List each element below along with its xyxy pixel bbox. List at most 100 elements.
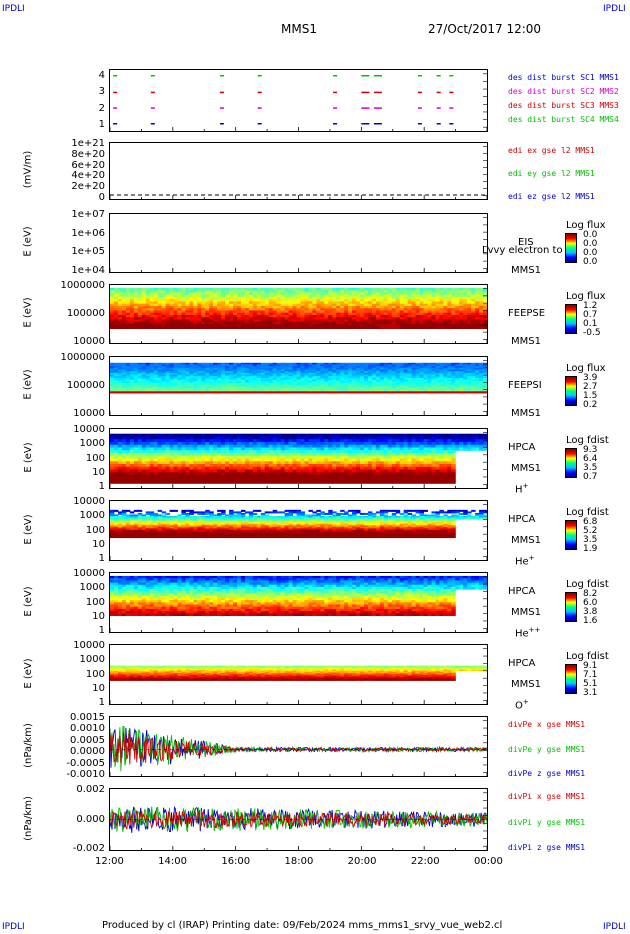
heatmap-cell [256, 381, 262, 384]
heatmap-cell [439, 305, 444, 309]
heatmap-cell [284, 319, 290, 323]
heatmap-cell [248, 464, 254, 468]
heatmap-cell [161, 296, 167, 300]
heatmap-cell [141, 294, 147, 298]
heatmap-cell [276, 314, 282, 318]
heatmap-cell [268, 362, 274, 365]
heatmap-cell [240, 381, 246, 384]
heatmap-cell [459, 389, 464, 392]
heatmap-cell [205, 477, 210, 482]
heatmap-cell [387, 391, 393, 394]
heatmap-cell [256, 303, 262, 307]
heatmap-cell [479, 371, 484, 374]
heatmap-cell [244, 387, 250, 391]
heatmap-cell [181, 299, 186, 302]
heatmap-cell [133, 292, 139, 296]
heatmap-cell [137, 299, 143, 302]
heatmap-cell [308, 447, 313, 451]
heatmap-cell [332, 433, 337, 437]
heatmap-cell [383, 444, 389, 448]
heatmap-cell [276, 310, 282, 314]
heatmap-cell [141, 367, 147, 371]
heatmap-cell [455, 308, 460, 311]
heatmap-cell [328, 301, 333, 305]
heatmap-cell [193, 439, 198, 443]
heatmap-cell [177, 381, 182, 384]
heatmap-cell [328, 319, 333, 323]
heatmap-cell [244, 480, 250, 484]
heatmap-cell [145, 458, 151, 462]
heatmap-cell [213, 312, 218, 316]
heatmap-cell [185, 436, 190, 440]
heatmap-cell [447, 310, 452, 314]
heatmap-cell [110, 433, 115, 437]
heatmap-cell [252, 447, 258, 451]
heatmap-cell [379, 308, 385, 311]
heatmap-cell [304, 323, 309, 327]
heatmap-cell [252, 452, 258, 457]
heatmap-cell [264, 323, 270, 327]
heatmap-cell [280, 303, 286, 307]
heatmap-cell [113, 299, 119, 302]
heatmap-cell [113, 317, 119, 320]
heatmap-cell [479, 369, 484, 372]
heatmap-cell [189, 387, 194, 391]
heatmap-cell [260, 466, 266, 471]
heatmap-cell [125, 452, 131, 457]
heatmap-cell [411, 382, 417, 386]
heatmap-cell [113, 367, 119, 371]
heatmap-cell [415, 317, 421, 320]
heatmap-cell [280, 301, 286, 305]
heatmap-cell [284, 477, 290, 482]
heatmap-cell [121, 372, 127, 376]
heatmap-cell [193, 475, 198, 479]
heatmap-cell [209, 381, 214, 384]
heatmap-cell [252, 387, 258, 391]
heatmap-cell [141, 458, 147, 462]
heatmap-cell [367, 310, 373, 314]
heatmap-cell [272, 455, 278, 459]
heatmap-cell [181, 480, 186, 484]
heatmap-cell [443, 374, 448, 377]
heatmap-cell [110, 436, 115, 440]
heatmap-cell [141, 466, 147, 471]
heatmap-cell [260, 303, 266, 307]
heatmap-cell [316, 294, 321, 298]
heatmap-cell [244, 303, 250, 307]
heatmap-cell [463, 389, 468, 392]
heatmap-cell [328, 464, 333, 468]
heatmap-cell [240, 436, 246, 440]
heatmap-cell [300, 384, 305, 387]
heatmap-cell [336, 464, 341, 468]
heatmap-cell [407, 290, 413, 293]
heatmap-cell [344, 287, 349, 291]
heatmap-cell [324, 367, 329, 371]
heatmap-cell [284, 369, 290, 372]
heatmap-cell [121, 458, 127, 462]
heatmap-cell [110, 469, 115, 473]
heatmap-cell [403, 296, 409, 300]
heatmap-cell [268, 466, 274, 471]
heatmap-cell [229, 469, 234, 473]
heatmap-cell [276, 389, 282, 392]
heatmap-cell [419, 310, 425, 314]
heatmap-cell [260, 455, 266, 459]
heatmap-cell [475, 379, 480, 382]
heatmap-cell [268, 384, 274, 387]
heatmap-cell [121, 381, 127, 384]
heatmap-cell [236, 441, 242, 446]
heatmap-cell [264, 314, 270, 318]
heatmap-cell [348, 379, 353, 382]
heatmap-cell [391, 296, 397, 300]
heatmap-cell [236, 379, 242, 382]
heatmap-cell [459, 312, 464, 316]
heatmap-cell [276, 386, 282, 389]
heatmap-cell [332, 314, 337, 318]
heatmap-cell [240, 319, 246, 323]
heatmap-cell [439, 366, 444, 369]
heatmap-cell [280, 472, 286, 476]
heatmap-cell [161, 381, 167, 384]
heatmap-cell [141, 362, 147, 365]
heatmap-cell [260, 317, 266, 320]
heatmap-cell [141, 472, 147, 476]
